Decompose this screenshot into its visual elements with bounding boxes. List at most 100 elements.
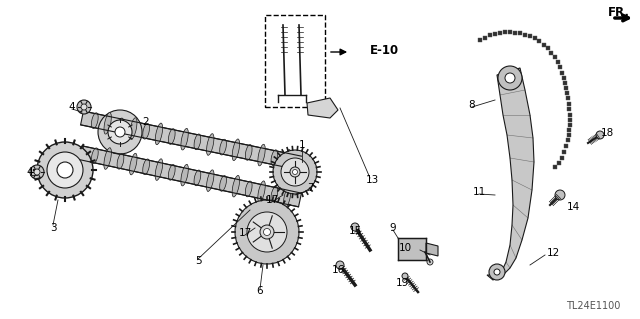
Ellipse shape bbox=[156, 159, 163, 180]
Circle shape bbox=[260, 225, 274, 239]
Bar bbox=[558, 65, 562, 69]
Bar bbox=[565, 91, 569, 95]
Circle shape bbox=[290, 167, 300, 177]
Bar bbox=[553, 55, 557, 59]
Circle shape bbox=[402, 273, 408, 279]
Bar bbox=[523, 33, 527, 37]
Ellipse shape bbox=[168, 129, 175, 145]
Text: 7: 7 bbox=[307, 183, 314, 193]
Polygon shape bbox=[487, 68, 534, 280]
Text: 1: 1 bbox=[299, 140, 305, 150]
Bar bbox=[538, 39, 541, 43]
Circle shape bbox=[336, 261, 344, 269]
Text: 4: 4 bbox=[68, 102, 76, 112]
Circle shape bbox=[34, 169, 40, 175]
Text: 13: 13 bbox=[365, 175, 379, 185]
Circle shape bbox=[37, 142, 93, 198]
Ellipse shape bbox=[117, 118, 124, 134]
Circle shape bbox=[494, 269, 500, 275]
Text: 6: 6 bbox=[257, 286, 263, 296]
Circle shape bbox=[555, 190, 565, 200]
Text: FR.: FR. bbox=[608, 5, 630, 19]
Bar bbox=[564, 86, 568, 90]
Ellipse shape bbox=[232, 139, 239, 160]
Ellipse shape bbox=[130, 118, 137, 139]
Ellipse shape bbox=[92, 113, 98, 129]
Text: 12: 12 bbox=[547, 248, 559, 258]
Circle shape bbox=[57, 162, 73, 178]
Bar bbox=[478, 38, 482, 42]
Ellipse shape bbox=[92, 148, 98, 164]
Ellipse shape bbox=[194, 170, 201, 186]
Circle shape bbox=[498, 66, 522, 90]
Text: 19: 19 bbox=[396, 278, 408, 288]
Text: 14: 14 bbox=[566, 202, 580, 212]
Ellipse shape bbox=[181, 128, 188, 150]
Circle shape bbox=[427, 259, 433, 265]
Bar bbox=[568, 118, 572, 122]
Ellipse shape bbox=[245, 145, 252, 160]
Bar bbox=[508, 30, 512, 34]
Bar bbox=[493, 32, 497, 36]
Bar bbox=[567, 107, 571, 111]
Circle shape bbox=[351, 223, 359, 231]
Ellipse shape bbox=[271, 150, 278, 166]
Ellipse shape bbox=[207, 170, 214, 191]
Ellipse shape bbox=[117, 153, 124, 169]
Polygon shape bbox=[307, 98, 338, 118]
Ellipse shape bbox=[156, 123, 163, 145]
Bar bbox=[566, 101, 570, 106]
Ellipse shape bbox=[181, 164, 188, 186]
Circle shape bbox=[81, 104, 87, 110]
Text: 16: 16 bbox=[332, 265, 344, 275]
Ellipse shape bbox=[104, 148, 111, 169]
Circle shape bbox=[273, 150, 317, 194]
Ellipse shape bbox=[284, 150, 291, 171]
Circle shape bbox=[292, 169, 298, 174]
Circle shape bbox=[47, 152, 83, 188]
Text: 11: 11 bbox=[472, 187, 486, 197]
Bar bbox=[503, 30, 507, 34]
Circle shape bbox=[247, 212, 287, 252]
Circle shape bbox=[281, 158, 309, 186]
Bar bbox=[566, 138, 570, 142]
Ellipse shape bbox=[104, 113, 111, 134]
Bar bbox=[549, 51, 554, 55]
Ellipse shape bbox=[258, 181, 265, 203]
Bar bbox=[566, 96, 570, 100]
Bar bbox=[562, 76, 566, 80]
Bar bbox=[546, 46, 550, 50]
Bar bbox=[560, 71, 564, 75]
Bar bbox=[564, 144, 568, 148]
Text: 4: 4 bbox=[27, 167, 33, 177]
Ellipse shape bbox=[168, 165, 175, 180]
Circle shape bbox=[108, 120, 132, 144]
Circle shape bbox=[596, 131, 604, 139]
Ellipse shape bbox=[220, 139, 227, 155]
Text: 10: 10 bbox=[399, 243, 412, 253]
Circle shape bbox=[30, 165, 44, 179]
Text: 2: 2 bbox=[143, 117, 149, 127]
Ellipse shape bbox=[143, 159, 150, 175]
Bar bbox=[568, 113, 572, 116]
Text: 15: 15 bbox=[348, 226, 362, 236]
Bar bbox=[568, 123, 572, 127]
Circle shape bbox=[77, 100, 91, 114]
Bar bbox=[567, 128, 571, 132]
Circle shape bbox=[235, 200, 299, 264]
Bar bbox=[488, 33, 492, 37]
Bar bbox=[265, 15, 325, 107]
Ellipse shape bbox=[194, 134, 201, 150]
Ellipse shape bbox=[258, 144, 265, 166]
Bar bbox=[513, 31, 517, 35]
Text: E-10: E-10 bbox=[370, 43, 399, 56]
Text: 5: 5 bbox=[195, 256, 202, 266]
Ellipse shape bbox=[271, 187, 278, 202]
Bar bbox=[557, 161, 561, 165]
Ellipse shape bbox=[284, 187, 291, 208]
Bar bbox=[563, 81, 567, 85]
Bar bbox=[556, 60, 560, 64]
Bar bbox=[518, 31, 522, 35]
Bar bbox=[554, 165, 557, 169]
Polygon shape bbox=[426, 243, 438, 256]
